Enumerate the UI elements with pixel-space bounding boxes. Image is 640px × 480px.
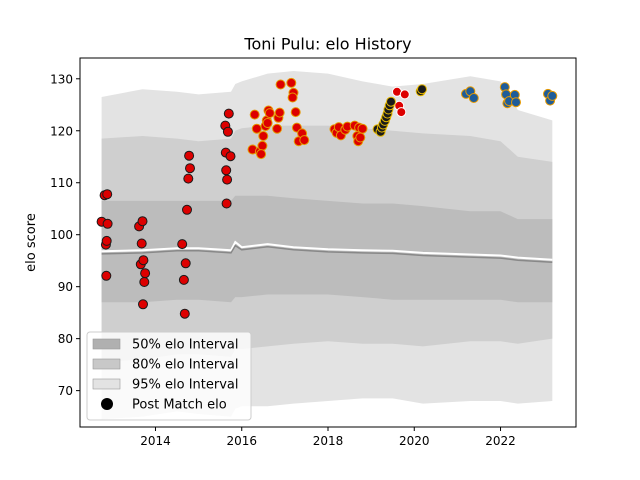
post-match-point — [183, 173, 194, 184]
post-match-point — [264, 108, 275, 119]
post-match-point — [547, 90, 558, 101]
post-match-point — [185, 163, 195, 174]
y-tick-label: 70 — [58, 384, 73, 398]
legend-label: 50% elo Interval — [132, 338, 239, 353]
post-match-point — [182, 204, 192, 215]
post-match-point — [138, 255, 149, 266]
post-match-point — [417, 84, 427, 95]
post-match-point — [138, 299, 148, 310]
post-match-point — [511, 97, 521, 108]
post-match-point — [357, 123, 368, 134]
post-match-point — [179, 308, 190, 319]
y-axis: 70 80 90 100 110 120 130 — [50, 72, 80, 398]
post-match-point — [139, 277, 150, 287]
legend-marker — [101, 398, 113, 410]
post-match-point — [468, 93, 479, 103]
post-match-points — [96, 77, 558, 319]
post-match-point — [258, 131, 269, 141]
post-match-point — [222, 174, 233, 185]
post-match-point — [299, 135, 310, 146]
post-match-point — [136, 238, 147, 249]
post-match-point — [225, 151, 236, 162]
legend-swatch — [92, 358, 121, 370]
post-match-point — [272, 123, 283, 134]
post-match-point — [399, 89, 410, 100]
legend-swatch — [92, 378, 121, 390]
post-match-point — [178, 274, 189, 285]
x-tick-label: 2022 — [485, 434, 516, 448]
post-match-point — [290, 107, 301, 118]
post-match-point — [102, 218, 113, 229]
median-line — [101, 240, 553, 261]
y-tick-label: 90 — [58, 280, 73, 294]
y-tick-label: 110 — [50, 176, 73, 190]
post-match-point — [101, 270, 112, 281]
x-tick-label: 2014 — [140, 434, 171, 448]
post-match-point — [262, 118, 273, 128]
post-match-point — [184, 150, 195, 161]
post-match-point — [251, 123, 262, 134]
post-match-point — [223, 108, 234, 119]
post-match-point — [221, 198, 232, 209]
post-match-point — [275, 79, 286, 90]
legend-label: Post Match elo — [132, 398, 227, 413]
y-tick-label: 120 — [50, 124, 73, 138]
median-lines — [101, 240, 553, 263]
post-match-point — [396, 107, 407, 118]
legend-label: 80% elo Interval — [132, 358, 239, 373]
post-match-point — [257, 140, 268, 151]
post-match-point — [180, 258, 191, 269]
legend-box — [86, 331, 252, 421]
x-axis: 2014 2016 2018 2020 2022 — [140, 427, 516, 448]
post-match-point — [287, 92, 298, 103]
legend-label: 95% elo Interval — [132, 378, 239, 393]
post-match-point — [140, 268, 151, 279]
post-match-point — [249, 109, 260, 120]
post-match-point — [222, 126, 233, 137]
x-tick-label: 2018 — [313, 434, 344, 448]
post-match-point — [355, 132, 366, 143]
x-tick-label: 2020 — [399, 434, 430, 448]
legend-swatch — [92, 338, 121, 350]
y-tick-label: 130 — [50, 72, 73, 86]
y-tick-label: 100 — [50, 228, 73, 242]
y-tick-label: 80 — [58, 332, 73, 346]
legend: 50% elo Interval 80% elo Interval 95% elo … — [86, 331, 252, 421]
median-shadow-line — [101, 244, 553, 263]
post-match-point — [101, 235, 112, 246]
x-tick-label: 2016 — [226, 434, 257, 448]
post-match-point — [221, 165, 232, 176]
post-match-point — [102, 189, 113, 200]
post-match-point — [177, 239, 188, 250]
post-match-point — [286, 77, 297, 88]
post-match-point — [386, 96, 396, 107]
y-axis-label: elo score — [24, 213, 39, 272]
post-match-point — [274, 107, 285, 118]
post-match-point — [256, 149, 267, 160]
chart-title: Toni Pulu: elo History — [243, 35, 411, 54]
post-match-point — [137, 216, 148, 227]
